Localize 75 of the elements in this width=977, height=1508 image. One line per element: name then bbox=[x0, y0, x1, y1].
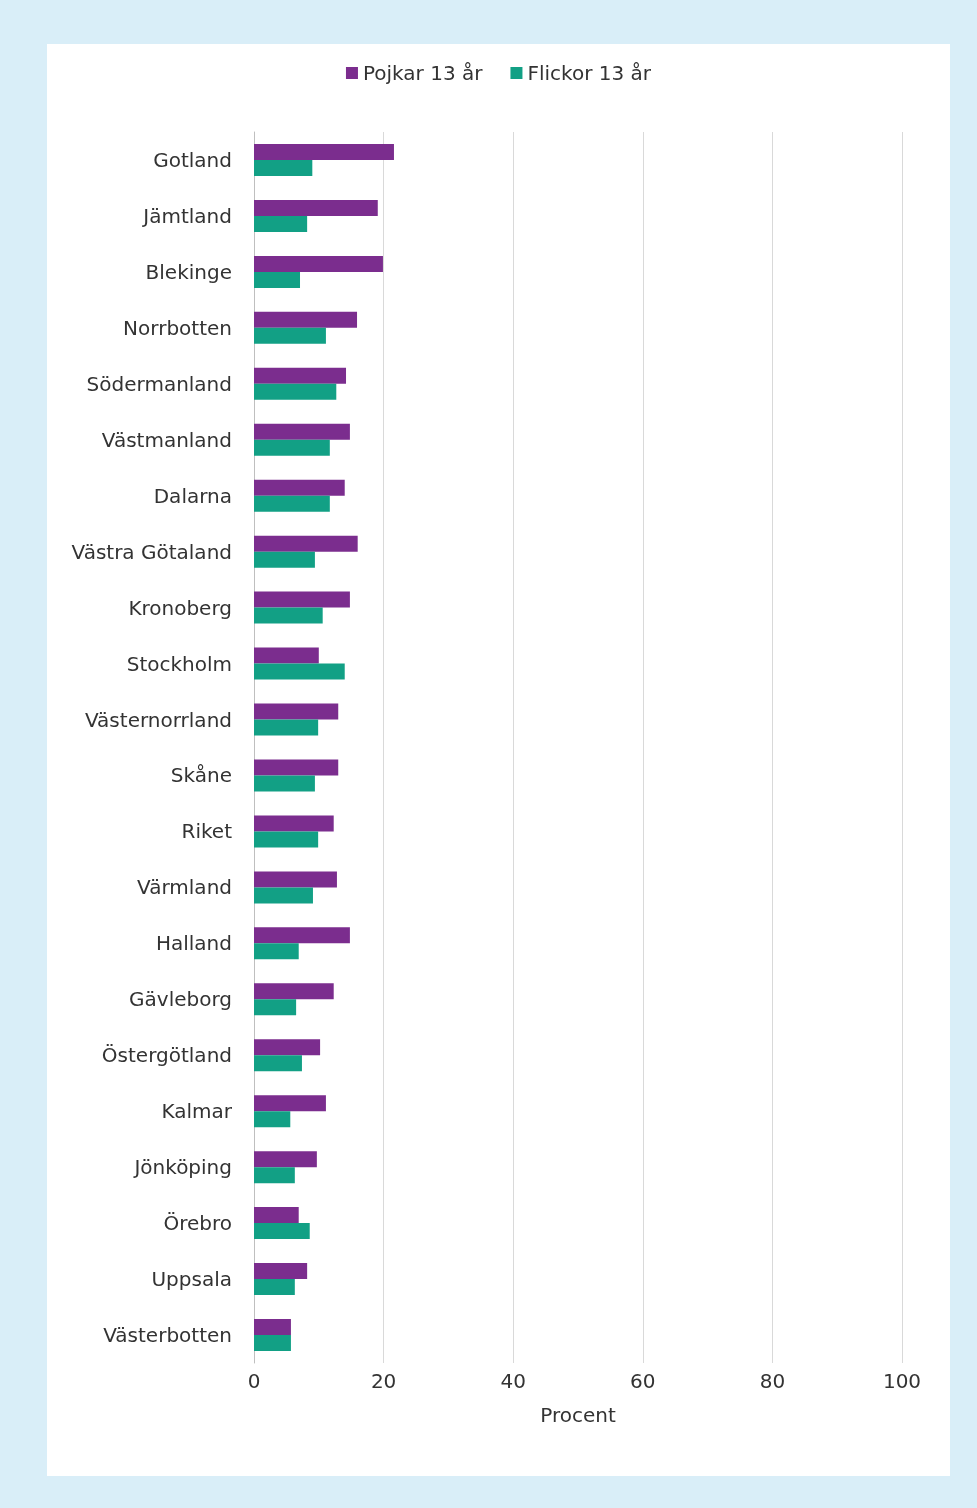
bar bbox=[254, 1167, 295, 1184]
x-tick-label: 100 bbox=[882, 1369, 922, 1393]
y-tick-label: Östergötland bbox=[101, 1043, 232, 1068]
bar bbox=[254, 535, 358, 552]
x-axis-title: Procent bbox=[540, 1403, 616, 1427]
bar bbox=[254, 383, 337, 400]
bar bbox=[254, 199, 378, 216]
x-tick-label: 80 bbox=[759, 1369, 786, 1393]
bar bbox=[254, 327, 326, 344]
y-tick-label: Jämtland bbox=[141, 203, 232, 228]
bar bbox=[254, 1151, 317, 1168]
bar bbox=[254, 703, 339, 720]
bar bbox=[254, 759, 339, 776]
bar bbox=[254, 311, 358, 328]
y-tick-label: Västra Götaland bbox=[71, 539, 232, 564]
bar bbox=[254, 831, 319, 848]
x-tick-label: 0 bbox=[247, 1369, 261, 1393]
y-tick-label: Kalmar bbox=[161, 1099, 233, 1124]
bar bbox=[254, 1039, 321, 1056]
bar bbox=[254, 479, 345, 496]
y-tick-label: Riket bbox=[181, 819, 233, 844]
bar bbox=[254, 663, 345, 680]
x-tick-label: 20 bbox=[370, 1369, 397, 1393]
y-tick-label: Västmanland bbox=[101, 427, 232, 452]
y-tick-label: Västerbotten bbox=[103, 1323, 232, 1348]
bar bbox=[254, 1335, 291, 1352]
bar bbox=[254, 943, 299, 960]
legend-label: Pojkar 13 år bbox=[362, 61, 484, 85]
y-tick-label: Kronoberg bbox=[128, 595, 232, 620]
bar bbox=[254, 159, 313, 176]
bar bbox=[254, 775, 315, 792]
bar bbox=[254, 367, 347, 384]
bar bbox=[254, 1223, 310, 1240]
bar bbox=[254, 1095, 326, 1112]
y-tick-label: Västernorrland bbox=[84, 707, 232, 732]
y-tick-label: Gävleborg bbox=[129, 987, 232, 1012]
y-tick-label: Skåne bbox=[170, 763, 232, 788]
bar bbox=[254, 255, 383, 272]
y-tick-label: Halland bbox=[155, 931, 232, 956]
bar bbox=[254, 143, 394, 160]
bar bbox=[254, 999, 297, 1016]
y-tick-label: Jönköping bbox=[132, 1155, 232, 1180]
y-tick-label: Stockholm bbox=[126, 651, 232, 676]
y-tick-label: Blekinge bbox=[145, 259, 232, 284]
bar bbox=[254, 423, 350, 440]
legend-label: Flickor 13 år bbox=[527, 61, 652, 85]
y-tick-label: Dalarna bbox=[153, 483, 232, 508]
x-tick-label: 40 bbox=[500, 1369, 526, 1393]
bar bbox=[254, 591, 350, 608]
bar bbox=[254, 1055, 302, 1072]
y-tick-label: Uppsala bbox=[151, 1267, 232, 1292]
bar bbox=[254, 647, 319, 664]
bar bbox=[254, 215, 308, 232]
bar bbox=[254, 719, 319, 736]
bar bbox=[254, 983, 334, 1000]
bar bbox=[254, 271, 301, 288]
bar bbox=[254, 607, 323, 624]
bar bbox=[254, 551, 315, 568]
bar bbox=[254, 815, 334, 832]
bar bbox=[254, 439, 330, 456]
bar bbox=[254, 1263, 308, 1280]
bar bbox=[254, 871, 337, 888]
bar bbox=[254, 1319, 291, 1336]
y-tick-label: Örebro bbox=[163, 1211, 232, 1236]
bar bbox=[254, 887, 313, 904]
bar bbox=[254, 495, 330, 512]
bar bbox=[254, 927, 350, 944]
bar bbox=[254, 1207, 299, 1224]
y-tick-label: Värmland bbox=[137, 875, 232, 900]
y-tick-label: Norrbotten bbox=[123, 315, 232, 340]
x-tick-label: 60 bbox=[630, 1369, 656, 1393]
y-tick-label: Gotland bbox=[153, 147, 232, 172]
y-tick-label: Södermanland bbox=[86, 371, 232, 396]
bar bbox=[254, 1279, 295, 1296]
bar bbox=[254, 1111, 291, 1128]
